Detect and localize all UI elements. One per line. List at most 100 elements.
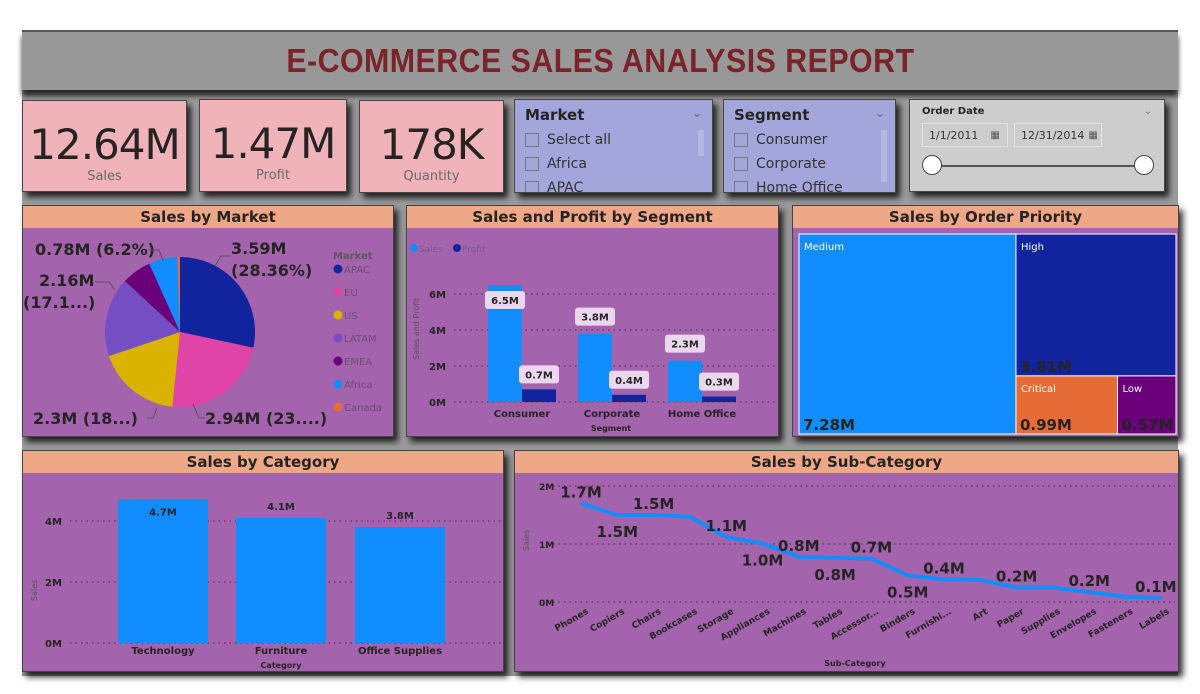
calendar-icon[interactable]: ▦	[1088, 129, 1098, 141]
data-label: 1.5M	[597, 523, 639, 541]
slicer-option-corporate[interactable]: Corporate	[734, 156, 885, 172]
slider-track	[932, 165, 1142, 167]
legend-marker-sales	[410, 244, 418, 252]
end-date-input[interactable]: 12/31/2014 ▦	[1014, 123, 1102, 147]
legend-label-profit: Profit	[462, 245, 486, 255]
start-date-input[interactable]: 1/1/2011 ▦	[922, 123, 1008, 147]
scrollbar[interactable]	[698, 130, 704, 156]
chevron-down-icon[interactable]: ⌄	[874, 106, 885, 120]
treemap-tile-critical	[1015, 375, 1119, 435]
kpi-value: 12.64M	[29, 120, 180, 169]
slicer-title: Segment	[734, 106, 810, 124]
data-label-sales: 3.8M	[581, 313, 609, 324]
data-label: 4.7M	[149, 508, 177, 519]
slicer-option-select-all[interactable]: Select all	[525, 132, 702, 148]
column-chart: 0M 2M 4M Sales 4.7M Technology 4.1M Furniture 3.…	[30, 499, 501, 670]
y-tick-label: 2M	[45, 578, 62, 589]
data-label-africa: 0.78M (6.2%)	[35, 240, 155, 259]
slider-start-handle[interactable]	[922, 155, 942, 175]
checkbox[interactable]	[734, 157, 748, 171]
tile-value-label: 3.81M	[1020, 358, 1072, 376]
option-label: APAC	[547, 180, 584, 193]
legend-marker-eu	[333, 287, 343, 297]
treemap-tile-medium	[798, 233, 1017, 435]
tile-category-label: Medium	[804, 242, 844, 253]
option-label: Consumer	[756, 132, 828, 148]
data-label-latam: (17.1...)	[23, 293, 95, 312]
x-axis-title: Category	[261, 661, 303, 670]
report-title: E-COMMERCE SALES ANALYSIS REPORT	[285, 42, 915, 79]
x-tick-label: Home Office	[668, 409, 737, 420]
data-label-eu: 2.94M (23....)	[205, 409, 327, 428]
legend-label-us: US	[344, 311, 358, 322]
y-axis-title: Sales	[522, 530, 531, 551]
date-range-slider[interactable]	[922, 151, 1154, 181]
checkbox[interactable]	[525, 157, 539, 171]
slider-end-handle[interactable]	[1134, 155, 1154, 175]
slicer-option-apac[interactable]: APAC	[525, 180, 702, 193]
data-label: 4.1M	[267, 502, 295, 513]
pie-chart: 3.59M (28.36%) 2.94M (23....) 2.3M (18...) 2…	[23, 239, 382, 428]
x-tick-label: Corporate	[584, 409, 641, 420]
legend-label-sales: Sales	[419, 245, 443, 255]
data-label: 0.2M	[1068, 572, 1110, 590]
slicer-option-africa[interactable]: Africa	[525, 156, 702, 172]
legend-marker-us	[333, 310, 343, 320]
report-title-banner: E-COMMERCE SALES ANALYSIS REPORT	[22, 30, 1178, 90]
kpi-label: Quantity	[403, 169, 460, 184]
checkbox[interactable]	[525, 133, 539, 147]
data-label: 1.7M	[560, 483, 602, 501]
chevron-down-icon[interactable]: ⌄	[1143, 106, 1152, 117]
x-tick-label: Labels	[1138, 607, 1171, 632]
slicer-option-home-office[interactable]: Home Office	[734, 180, 885, 193]
option-label: Home Office	[756, 180, 843, 193]
leader-line	[147, 407, 158, 419]
kpi-value: 1.47M	[210, 119, 337, 168]
legend-label-emea: EMEA	[344, 357, 372, 368]
y-tick-label: 6M	[429, 290, 446, 301]
calendar-icon[interactable]: ▦	[990, 129, 1000, 141]
treemap-tile-low	[1117, 375, 1177, 435]
data-label: 1.1M	[705, 517, 747, 535]
data-label-bg	[519, 365, 559, 384]
data-label: 0.1M	[1135, 578, 1177, 596]
x-tick-label: Phones	[553, 607, 590, 634]
order-date-slicer[interactable]: Order Date ⌄ 1/1/2011 ▦ 12/31/2014 ▦	[909, 99, 1165, 192]
y-tick-label: 0M	[539, 599, 554, 609]
y-tick-label: 2M	[429, 362, 446, 373]
clustered-bar-chart: Sales Profit 0M 2M 4M 6M Sales and Profit 6.5M 0…	[410, 244, 777, 433]
checkbox[interactable]	[734, 181, 748, 192]
legend-label-eu: EU	[344, 288, 358, 299]
slicer-title: Market	[525, 106, 585, 124]
legend-marker-latam	[333, 333, 343, 343]
slicer-option-consumer[interactable]: Consumer	[734, 132, 885, 148]
legend-label-apac: APAC	[344, 265, 370, 276]
x-tick-label: Art	[971, 607, 990, 624]
x-tick-label: Furniture	[255, 646, 308, 657]
data-label-bg	[575, 307, 615, 326]
market-slicer[interactable]: Market ⌄ Select all Africa APAC	[514, 99, 713, 193]
kpi-value: 178K	[379, 120, 485, 169]
treemap-tile-high	[1015, 233, 1177, 377]
scrollbar[interactable]	[881, 130, 887, 182]
tile-value-label: 0.99M	[1020, 416, 1072, 434]
chevron-down-icon[interactable]: ⌄	[691, 106, 702, 120]
bar-profit-home-office	[702, 396, 736, 402]
data-label: 0.5M	[887, 583, 929, 601]
checkbox[interactable]	[525, 181, 539, 192]
pie-slice-latam	[105, 281, 180, 357]
kpi-card-profit: 1.47M Profit	[199, 99, 347, 192]
legend-marker-emea	[333, 356, 343, 366]
y-tick-label: 1M	[539, 541, 554, 551]
tile-category-label: High	[1021, 242, 1044, 253]
data-label: 1.0M	[742, 551, 784, 569]
y-tick-label: 0M	[45, 639, 62, 650]
checkbox[interactable]	[734, 133, 748, 147]
y-tick-label: 4M	[429, 326, 446, 337]
data-label-profit: 0.3M	[705, 378, 733, 389]
segment-slicer[interactable]: Segment ⌄ Consumer Corporate Home Office	[723, 99, 896, 193]
data-label-apac: (28.36%)	[231, 261, 312, 280]
bar-office-supplies	[355, 527, 445, 643]
sales-by-market-panel: Sales by Market 3.59M (28.36%) 2.94M (23..…	[22, 205, 394, 437]
kpi-label: Sales	[87, 169, 122, 184]
